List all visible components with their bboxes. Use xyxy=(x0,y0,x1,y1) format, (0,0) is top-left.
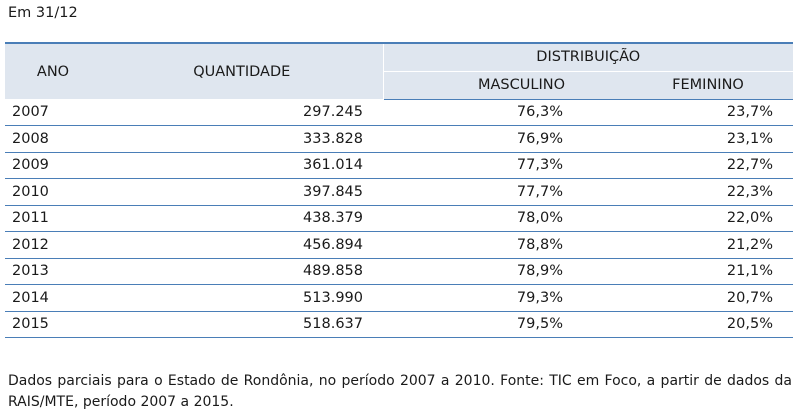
cell-ano: 2011 xyxy=(5,205,101,232)
table-header: ANO QUANTIDADE DISTRIBUIÇÃO MASCULINO FE… xyxy=(5,42,793,100)
cell-feminino: 21,1% xyxy=(583,258,793,285)
table-row: 2011 438.379 78,0% 22,0% xyxy=(5,205,793,232)
header-feminino: FEMININO xyxy=(583,71,793,100)
cell-ano: 2012 xyxy=(5,231,101,259)
cell-quantidade: 438.379 xyxy=(101,205,383,232)
cell-feminino: 21,2% xyxy=(583,231,793,259)
cell-feminino: 20,7% xyxy=(583,284,793,312)
table-row: 2012 456.894 78,8% 21,2% xyxy=(5,231,793,259)
cell-masculino: 77,3% xyxy=(383,152,583,179)
table-row: 2007 297.245 76,3% 23,7% xyxy=(5,99,793,126)
table-row: 2013 489.858 78,9% 21,1% xyxy=(5,258,793,285)
table-body: 2007 297.245 76,3% 23,7% 2008 333.828 76,9% 23,… xyxy=(5,99,793,338)
cell-feminino: 22,3% xyxy=(583,178,793,206)
table-row: 2009 361.014 77,3% 22,7% xyxy=(5,152,793,179)
cell-ano: 2007 xyxy=(5,99,101,126)
cell-quantidade: 397.845 xyxy=(101,178,383,206)
cell-masculino: 76,9% xyxy=(383,125,583,153)
cell-ano: 2015 xyxy=(5,311,101,338)
data-table-container: ANO QUANTIDADE DISTRIBUIÇÃO MASCULINO FE… xyxy=(5,42,793,338)
cell-quantidade: 513.990 xyxy=(101,284,383,312)
cell-quantidade: 297.245 xyxy=(101,99,383,126)
header-quantidade: QUANTIDADE xyxy=(101,42,384,99)
header-masculino: MASCULINO xyxy=(383,71,583,100)
cell-ano: 2013 xyxy=(5,258,101,285)
cell-feminino: 20,5% xyxy=(583,311,793,338)
cell-ano: 2009 xyxy=(5,152,101,179)
header-ano: ANO xyxy=(5,42,101,99)
cell-masculino: 78,9% xyxy=(383,258,583,285)
cell-masculino: 78,0% xyxy=(383,205,583,232)
cell-ano: 2014 xyxy=(5,284,101,312)
cell-masculino: 79,5% xyxy=(383,311,583,338)
table-row: 2010 397.845 77,7% 22,3% xyxy=(5,178,793,206)
cell-ano: 2008 xyxy=(5,125,101,153)
cell-quantidade: 518.637 xyxy=(101,311,383,338)
cell-feminino: 22,7% xyxy=(583,152,793,179)
cell-masculino: 76,3% xyxy=(383,99,583,126)
table-row: 2014 513.990 79,3% 20,7% xyxy=(5,284,793,312)
cell-quantidade: 333.828 xyxy=(101,125,383,153)
cell-masculino: 78,8% xyxy=(383,231,583,259)
data-table: ANO QUANTIDADE DISTRIBUIÇÃO MASCULINO FE… xyxy=(5,42,793,338)
table-row: 2015 518.637 79,5% 20,5% xyxy=(5,311,793,338)
table-row: 2008 333.828 76,9% 23,1% xyxy=(5,125,793,153)
cell-quantidade: 456.894 xyxy=(101,231,383,259)
cell-quantidade: 361.014 xyxy=(101,152,383,179)
table-caption: Em 31/12 xyxy=(8,5,78,21)
source-note: Dados parciais para o Estado de Rondônia… xyxy=(8,373,792,410)
cell-feminino: 23,1% xyxy=(583,125,793,153)
cell-feminino: 22,0% xyxy=(583,205,793,232)
cell-masculino: 77,7% xyxy=(383,178,583,206)
header-distribuicao: DISTRIBUIÇÃO xyxy=(383,42,793,72)
cell-ano: 2010 xyxy=(5,178,101,206)
cell-quantidade: 489.858 xyxy=(101,258,383,285)
cell-feminino: 23,7% xyxy=(583,99,793,126)
cell-masculino: 79,3% xyxy=(383,284,583,312)
